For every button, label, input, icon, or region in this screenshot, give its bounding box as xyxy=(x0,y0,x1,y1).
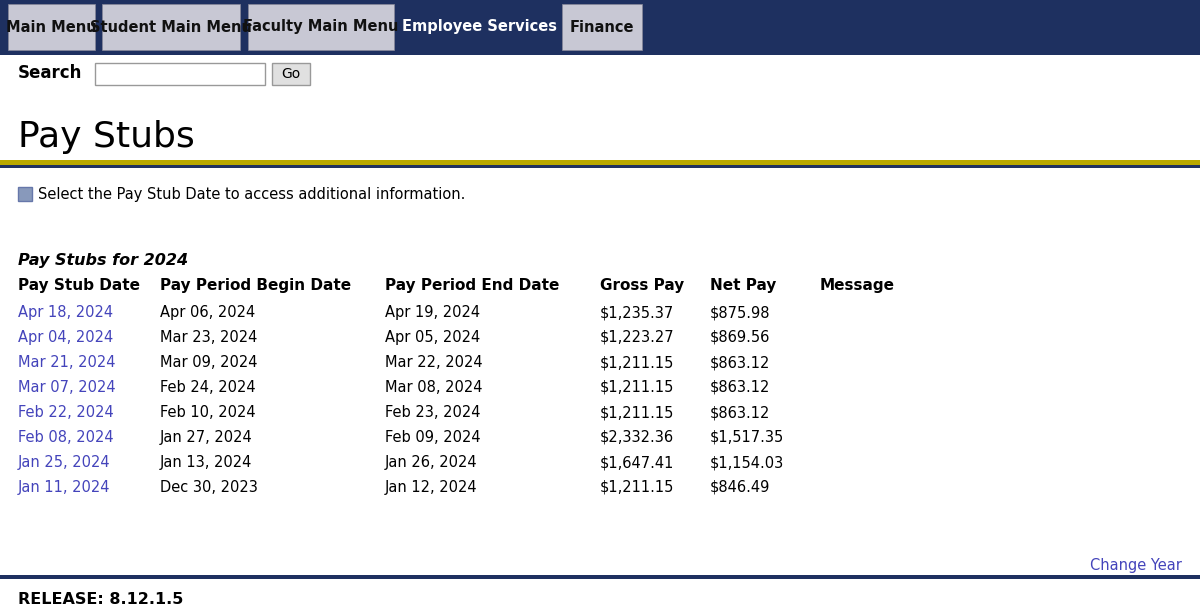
Text: Apr 19, 2024: Apr 19, 2024 xyxy=(385,305,480,320)
Bar xyxy=(562,4,642,50)
Text: Feb 22, 2024: Feb 22, 2024 xyxy=(18,405,114,420)
Bar xyxy=(0,50,1200,55)
Bar xyxy=(272,63,310,85)
Text: Apr 06, 2024: Apr 06, 2024 xyxy=(160,305,256,320)
Text: Student Main Menu: Student Main Menu xyxy=(90,19,252,35)
Text: $869.56: $869.56 xyxy=(710,330,770,345)
Text: $1,154.03: $1,154.03 xyxy=(710,455,785,470)
Text: Change Year: Change Year xyxy=(1090,558,1182,573)
Bar xyxy=(95,63,265,85)
Bar xyxy=(0,0,1200,50)
Text: Mar 08, 2024: Mar 08, 2024 xyxy=(385,380,482,395)
Text: Feb 08, 2024: Feb 08, 2024 xyxy=(18,430,114,445)
Text: Jan 25, 2024: Jan 25, 2024 xyxy=(18,455,110,470)
Text: RELEASE: 8.12.1.5: RELEASE: 8.12.1.5 xyxy=(18,592,184,607)
Bar xyxy=(0,160,1200,165)
Text: Mar 09, 2024: Mar 09, 2024 xyxy=(160,355,258,370)
Text: Net Pay: Net Pay xyxy=(710,278,776,293)
Bar xyxy=(248,4,394,50)
Text: Pay Stubs: Pay Stubs xyxy=(18,120,194,154)
Text: Dec 30, 2023: Dec 30, 2023 xyxy=(160,480,258,495)
Text: Apr 18, 2024: Apr 18, 2024 xyxy=(18,305,113,320)
Text: $1,211.15: $1,211.15 xyxy=(600,480,674,495)
Text: $863.12: $863.12 xyxy=(710,405,770,420)
Text: Feb 09, 2024: Feb 09, 2024 xyxy=(385,430,481,445)
Text: Pay Period End Date: Pay Period End Date xyxy=(385,278,559,293)
Text: Feb 10, 2024: Feb 10, 2024 xyxy=(160,405,256,420)
Text: Finance: Finance xyxy=(570,19,635,35)
Text: $1,235.37: $1,235.37 xyxy=(600,305,674,320)
Text: Feb 24, 2024: Feb 24, 2024 xyxy=(160,380,256,395)
Text: Jan 11, 2024: Jan 11, 2024 xyxy=(18,480,110,495)
Text: Mar 23, 2024: Mar 23, 2024 xyxy=(160,330,257,345)
Bar xyxy=(18,187,32,201)
Text: $1,223.27: $1,223.27 xyxy=(600,330,674,345)
Text: $863.12: $863.12 xyxy=(710,355,770,370)
Text: Select the Pay Stub Date to access additional information.: Select the Pay Stub Date to access addit… xyxy=(38,188,466,203)
Text: Mar 07, 2024: Mar 07, 2024 xyxy=(18,380,115,395)
Text: $2,332.36: $2,332.36 xyxy=(600,430,674,445)
Text: Gross Pay: Gross Pay xyxy=(600,278,684,293)
Text: Mar 22, 2024: Mar 22, 2024 xyxy=(385,355,482,370)
Text: Main Menu: Main Menu xyxy=(6,19,97,35)
Text: $846.49: $846.49 xyxy=(710,480,770,495)
Text: Apr 05, 2024: Apr 05, 2024 xyxy=(385,330,480,345)
Text: $863.12: $863.12 xyxy=(710,380,770,395)
Text: Jan 26, 2024: Jan 26, 2024 xyxy=(385,455,478,470)
Text: $875.98: $875.98 xyxy=(710,305,770,320)
Text: Go: Go xyxy=(281,67,301,81)
Bar xyxy=(0,575,1200,579)
Text: $1,517.35: $1,517.35 xyxy=(710,430,785,445)
Text: Jan 27, 2024: Jan 27, 2024 xyxy=(160,430,253,445)
Text: $1,211.15: $1,211.15 xyxy=(600,405,674,420)
Text: $1,211.15: $1,211.15 xyxy=(600,355,674,370)
Text: Message: Message xyxy=(820,278,895,293)
Bar xyxy=(0,160,1200,168)
Text: Pay Period Begin Date: Pay Period Begin Date xyxy=(160,278,352,293)
Text: Pay Stub Date: Pay Stub Date xyxy=(18,278,140,293)
Text: Faculty Main Menu: Faculty Main Menu xyxy=(244,19,398,35)
Text: Search: Search xyxy=(18,64,83,82)
Text: Jan 13, 2024: Jan 13, 2024 xyxy=(160,455,252,470)
Text: Jan 12, 2024: Jan 12, 2024 xyxy=(385,480,478,495)
Text: $1,211.15: $1,211.15 xyxy=(600,380,674,395)
Bar xyxy=(102,4,240,50)
Text: Pay Stubs for 2024: Pay Stubs for 2024 xyxy=(18,253,188,268)
Text: Apr 04, 2024: Apr 04, 2024 xyxy=(18,330,113,345)
Text: $1,647.41: $1,647.41 xyxy=(600,455,674,470)
Text: Feb 23, 2024: Feb 23, 2024 xyxy=(385,405,480,420)
Bar xyxy=(402,4,557,50)
Text: Mar 21, 2024: Mar 21, 2024 xyxy=(18,355,115,370)
Text: Employee Services: Employee Services xyxy=(402,19,557,35)
Bar xyxy=(8,4,95,50)
